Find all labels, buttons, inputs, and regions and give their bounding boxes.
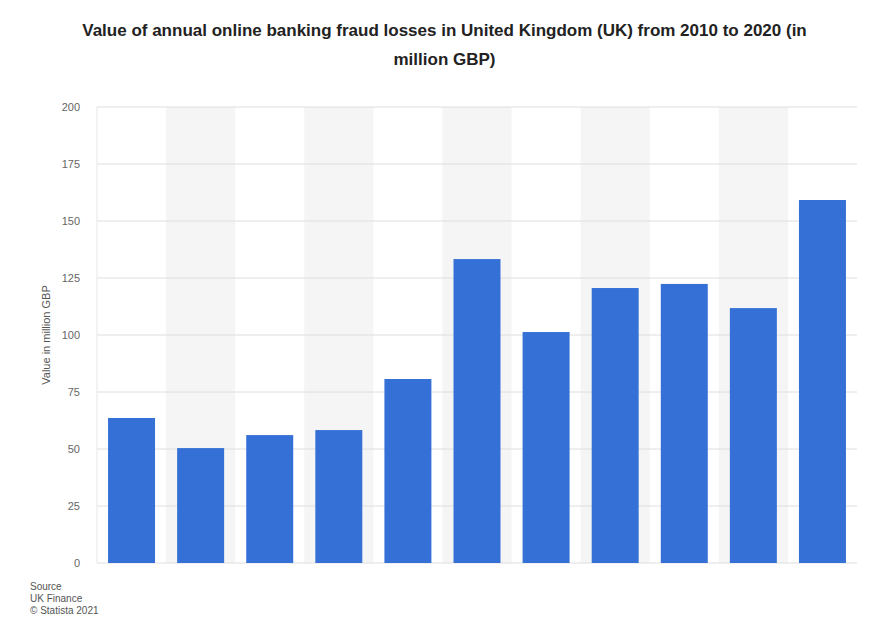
source-line: © Statista 2021 bbox=[30, 605, 99, 617]
bar bbox=[730, 308, 777, 563]
bar bbox=[108, 418, 155, 563]
y-tick-label: 75 bbox=[68, 386, 80, 398]
y-tick-label: 0 bbox=[74, 557, 80, 569]
y-tick-label: 200 bbox=[62, 101, 80, 113]
bar bbox=[454, 259, 501, 563]
bars bbox=[108, 200, 846, 563]
chart-title: Value of annual online banking fraud los… bbox=[60, 16, 829, 74]
y-axis-label: Value in million GBP bbox=[40, 285, 52, 384]
y-axis-line bbox=[97, 107, 98, 563]
bar bbox=[523, 332, 570, 563]
source-note: SourceUK Finance© Statista 2021 bbox=[30, 581, 99, 617]
grid-line bbox=[97, 107, 857, 108]
y-tick-label: 125 bbox=[62, 272, 80, 284]
bar bbox=[661, 284, 708, 563]
bar bbox=[799, 200, 846, 563]
bar bbox=[592, 288, 639, 563]
y-tick-label: 175 bbox=[62, 158, 80, 170]
chart: 0 25 50 75 100 125 150 175 200 Value in million G… bbox=[0, 0, 889, 632]
bar bbox=[246, 435, 293, 563]
bar bbox=[384, 379, 431, 563]
bar bbox=[177, 448, 224, 563]
y-tick-label: 50 bbox=[68, 443, 80, 455]
y-tick-label: 150 bbox=[62, 215, 80, 227]
source-line: UK Finance bbox=[30, 593, 99, 605]
source-line: Source bbox=[30, 581, 99, 593]
bar bbox=[315, 430, 362, 563]
y-tick-label: 25 bbox=[68, 500, 80, 512]
grid-line bbox=[97, 164, 857, 165]
grid-line bbox=[97, 221, 857, 222]
y-tick-label: 100 bbox=[62, 329, 80, 341]
